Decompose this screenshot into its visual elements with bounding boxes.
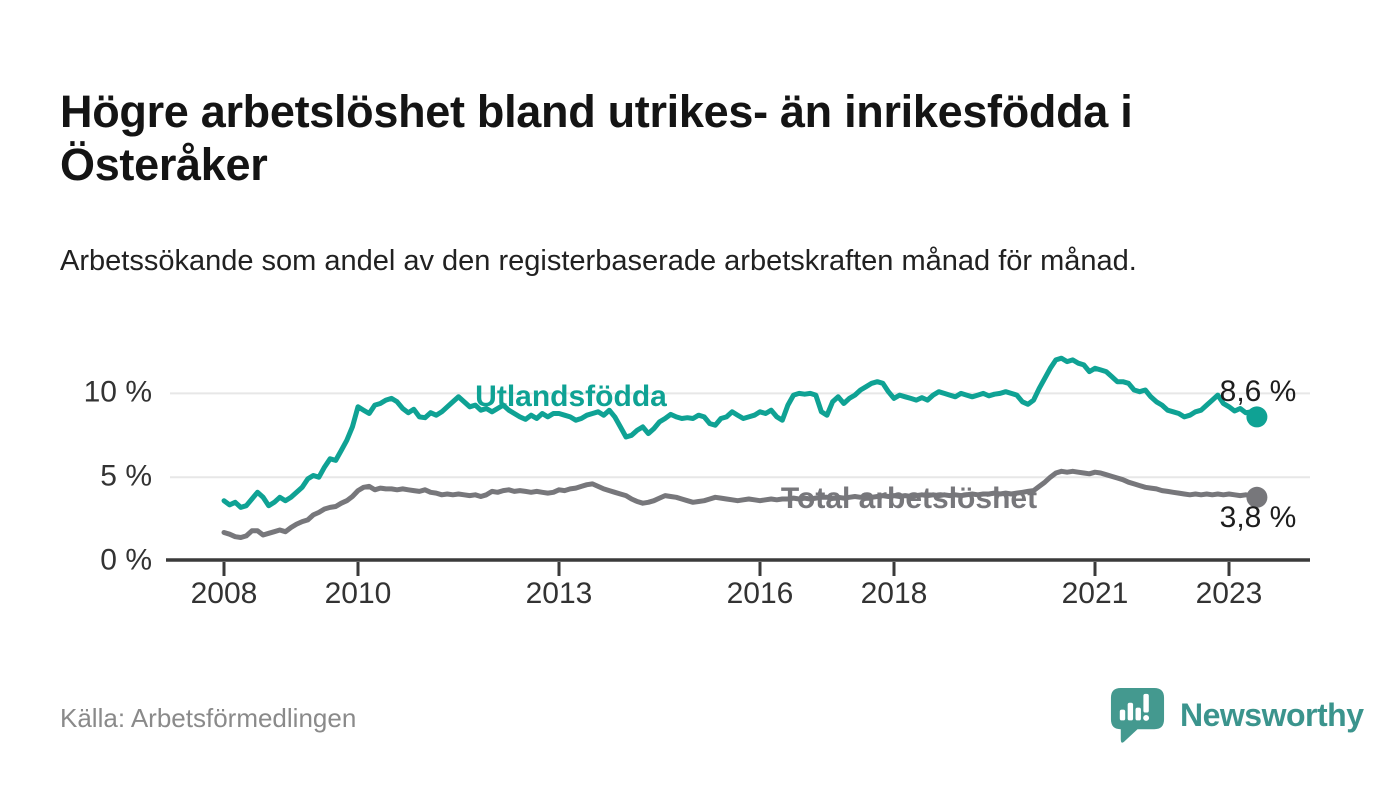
series-end-dot-total	[1246, 486, 1268, 508]
x-axis-tick-label-2018: 2018	[860, 577, 928, 610]
source-note: Källa: Arbetsförmedlingen	[60, 703, 357, 733]
brand-name: Newsworthy	[1180, 697, 1364, 733]
page-title: Högre arbetslöshet bland utrikes- än inr…	[60, 86, 1133, 190]
series-line-total	[221, 468, 1260, 540]
series-label-total-arbetsloshet: Total arbetslöshet	[780, 482, 1038, 515]
series-line-utlandsfodda	[221, 355, 1260, 510]
x-axis-tick-label-2010: 2010	[324, 577, 392, 610]
end-value-label-total: 3,8 %	[1219, 501, 1297, 534]
x-axis-tick-label-2016: 2016	[726, 577, 794, 610]
series-end-dot-utlandsfodda	[1246, 406, 1268, 428]
y-axis-tick-label-5: 5 %	[100, 459, 152, 493]
x-axis-tick-label-2008: 2008	[190, 577, 258, 610]
chart-subtitle: Arbetssökande som andel av den registerb…	[60, 245, 1137, 277]
y-axis-tick-label-10: 10 %	[83, 375, 152, 409]
newsworthy-branding: Newsworthy	[1108, 686, 1364, 745]
end-value-label-utlandsfodda: 8,6 %	[1219, 375, 1297, 408]
series-label-utlandsfodda: Utlandsfödda	[475, 380, 667, 413]
y-axis-tick-label-0: 0 %	[100, 543, 152, 577]
x-axis-tick-label-2013: 2013	[525, 577, 593, 610]
x-axis-tick-label-2023: 2023	[1195, 577, 1263, 610]
x-axis-tick-label-2021: 2021	[1061, 577, 1129, 610]
speech-bubble-bar-chart-icon	[1110, 687, 1165, 743]
